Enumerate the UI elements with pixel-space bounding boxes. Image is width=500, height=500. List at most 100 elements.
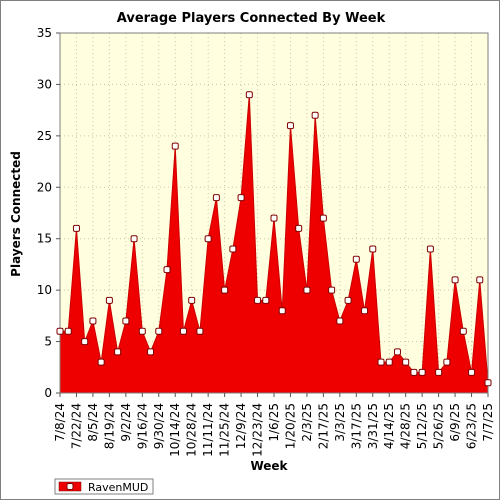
data-point-22 — [237, 194, 245, 202]
data-point-13 — [163, 266, 171, 274]
data-point-18 — [204, 235, 212, 243]
series-area-ravenmud — [59, 94, 489, 394]
data-point-30 — [303, 286, 311, 294]
data-point-49 — [459, 327, 467, 335]
series-area-layer — [59, 94, 489, 394]
x-tick-label-22: 5/12/25 — [415, 403, 429, 449]
x-tick-label-5: 9/16/24 — [135, 403, 149, 449]
y-tick-label-1: 5 — [44, 335, 52, 349]
x-tick-label-14: 1/20/25 — [284, 403, 298, 449]
x-tick-label-8: 10/28/24 — [185, 403, 199, 457]
data-point-28 — [286, 122, 294, 130]
data-point-6 — [105, 296, 113, 304]
data-point-4 — [89, 317, 97, 325]
data-point-52 — [484, 379, 492, 387]
y-tick-label-7: 35 — [37, 26, 52, 40]
data-point-48 — [451, 276, 459, 284]
data-point-24 — [254, 296, 262, 304]
data-point-23 — [245, 91, 253, 99]
data-point-27 — [278, 307, 286, 315]
data-point-3 — [81, 338, 89, 346]
data-point-42 — [402, 358, 410, 366]
data-point-44 — [418, 368, 426, 376]
x-tick-label-11: 12/9/24 — [234, 403, 248, 449]
data-point-29 — [295, 224, 303, 232]
data-point-10 — [138, 327, 146, 335]
x-tick-label-10: 11/25/24 — [218, 403, 232, 457]
data-point-5 — [97, 358, 105, 366]
data-point-12 — [155, 327, 163, 335]
legend-marker-icon — [66, 483, 74, 490]
data-point-8 — [122, 317, 130, 325]
data-point-25 — [262, 296, 270, 304]
x-tick-label-4: 9/2/24 — [119, 403, 133, 442]
y-tick-label-4: 20 — [37, 180, 52, 194]
x-tick-label-24: 6/9/25 — [448, 403, 462, 442]
x-tick-label-12: 12/23/24 — [251, 403, 265, 457]
data-point-17 — [196, 327, 204, 335]
data-point-11 — [147, 348, 155, 356]
data-point-40 — [385, 358, 393, 366]
data-point-0 — [56, 327, 64, 335]
data-point-1 — [64, 327, 72, 335]
data-point-45 — [426, 245, 434, 253]
data-point-21 — [229, 245, 237, 253]
y-tick-label-5: 25 — [37, 129, 52, 143]
data-point-26 — [270, 214, 278, 222]
x-axis: 7/8/24 7/22/24 8/5/24 8/19/24 9/2/24 9/16/24 9… — [53, 393, 495, 457]
y-tick-label-6: 30 — [37, 77, 52, 91]
x-tick-label-20: 4/14/25 — [382, 403, 396, 449]
x-tick-label-9: 11/11/24 — [201, 403, 215, 457]
x-tick-label-18: 3/17/25 — [349, 403, 363, 449]
data-point-33 — [328, 286, 336, 294]
data-point-32 — [319, 214, 327, 222]
chart-title: Average Players Connected By Week — [117, 11, 386, 26]
data-point-2 — [72, 224, 80, 232]
data-point-35 — [344, 296, 352, 304]
data-point-43 — [410, 368, 418, 376]
data-point-34 — [336, 317, 344, 325]
legend: RavenMUD — [54, 478, 154, 495]
y-tick-label-2: 10 — [37, 283, 52, 297]
data-point-50 — [468, 368, 476, 376]
data-point-9 — [130, 235, 138, 243]
data-point-16 — [188, 296, 196, 304]
x-tick-label-3: 8/19/24 — [102, 403, 116, 449]
data-point-46 — [435, 368, 443, 376]
data-point-38 — [369, 245, 377, 253]
data-point-47 — [443, 358, 451, 366]
y-tick-label-0: 0 — [44, 386, 52, 400]
x-axis-label: Week — [250, 459, 288, 473]
y-axis: 0 5 10 15 20 25 30 35 — [37, 26, 60, 400]
x-tick-label-15: 2/3/25 — [300, 403, 314, 442]
x-tick-label-26: 7/7/25 — [481, 403, 495, 442]
x-tick-label-17: 3/3/25 — [333, 403, 347, 442]
data-point-15 — [179, 327, 187, 335]
y-axis-label: Players Connected — [9, 151, 23, 277]
x-tick-label-6: 9/30/24 — [152, 403, 166, 449]
x-tick-label-23: 5/26/25 — [432, 403, 446, 449]
x-tick-label-16: 2/17/25 — [316, 403, 330, 449]
data-point-20 — [221, 286, 229, 294]
x-tick-label-25: 6/23/25 — [465, 403, 479, 449]
data-point-41 — [393, 348, 401, 356]
x-tick-label-2: 8/5/24 — [86, 403, 100, 442]
data-point-37 — [361, 307, 369, 315]
data-point-36 — [352, 255, 360, 263]
x-tick-label-13: 1/6/25 — [267, 403, 281, 442]
y-tick-label-3: 15 — [37, 232, 52, 246]
data-point-19 — [212, 194, 220, 202]
data-point-7 — [114, 348, 122, 356]
data-point-51 — [476, 276, 484, 284]
x-tick-label-7: 10/14/24 — [168, 403, 182, 457]
x-tick-label-0: 7/8/24 — [53, 403, 67, 442]
data-point-31 — [311, 111, 319, 119]
series-markers — [56, 91, 492, 387]
x-tick-label-1: 7/22/24 — [70, 403, 84, 449]
legend-label: RavenMUD — [88, 481, 148, 494]
x-tick-label-21: 4/28/25 — [399, 403, 413, 449]
x-tick-label-19: 3/31/25 — [366, 403, 380, 449]
data-point-14 — [171, 142, 179, 150]
